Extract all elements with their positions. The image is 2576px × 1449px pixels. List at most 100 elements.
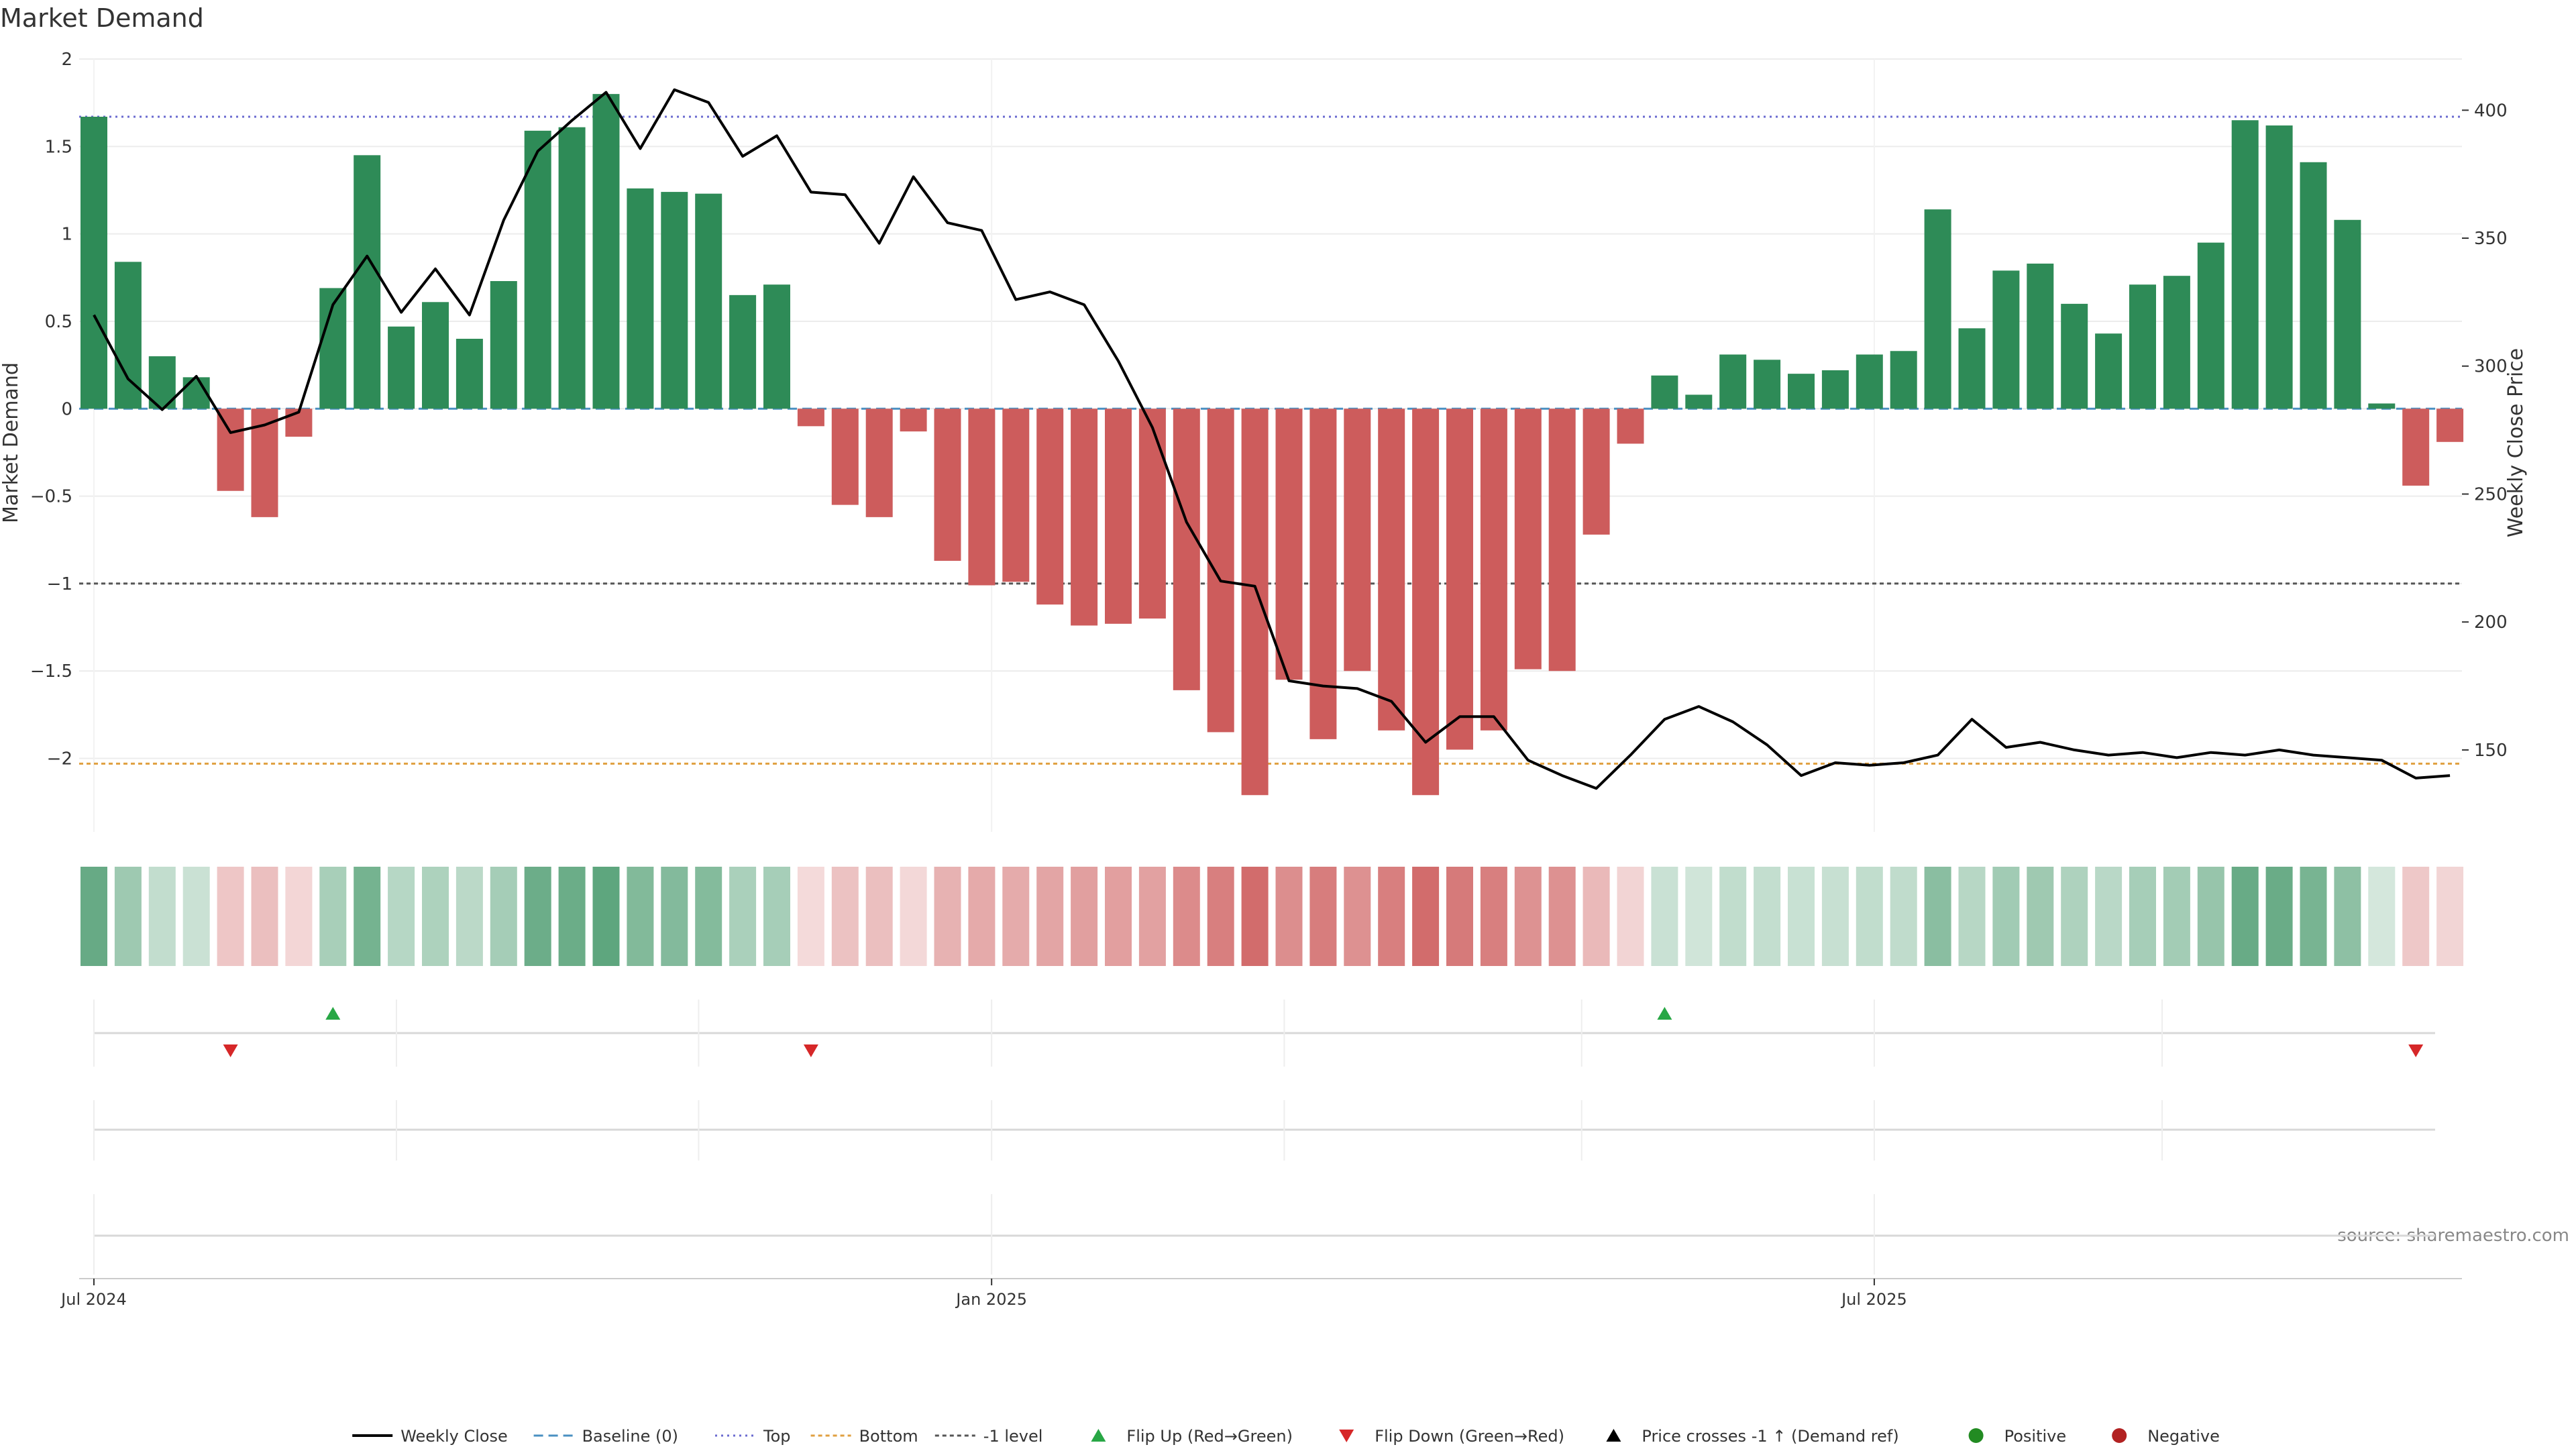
demand-bar <box>1344 409 1371 672</box>
heat-cell <box>1138 867 1166 966</box>
demand-bar <box>2300 162 2327 409</box>
demand-heat-strip <box>80 867 2464 966</box>
heat-cell <box>1651 867 1678 966</box>
y-tick-label: −1.5 <box>30 661 72 682</box>
heat-cell <box>1719 867 1747 966</box>
heat-cell <box>251 867 278 966</box>
flip-down-marker <box>803 1044 818 1057</box>
demand-bar <box>797 409 824 427</box>
legend-label: Bottom <box>859 1427 918 1446</box>
heat-cell <box>2402 867 2430 966</box>
heat-cell <box>2163 867 2190 966</box>
heat-cell <box>1924 867 1951 966</box>
heat-cell <box>831 867 859 966</box>
heat-cell <box>900 867 927 966</box>
demand-bar <box>2095 333 2123 409</box>
demand-bar <box>592 94 620 409</box>
y-ticks: 2 1.5 1 0.5 0 −0.5 −1 −1.5 −2 <box>30 50 72 769</box>
legend-label: Baseline (0) <box>582 1427 678 1446</box>
y2-ticks: 400 350 300 250 200 150 <box>2462 101 2508 761</box>
heat-cell <box>797 867 824 966</box>
y-tick-label: 2 <box>61 50 72 70</box>
demand-bar <box>1788 374 1815 409</box>
heat-cell <box>285 867 313 966</box>
heat-cell <box>354 867 381 966</box>
demand-bar <box>1002 409 1030 582</box>
grid <box>79 58 2462 832</box>
heat-cell <box>148 867 176 966</box>
y2-tick-label: 400 <box>2474 101 2508 121</box>
heat-cell <box>729 867 757 966</box>
heat-cell <box>1309 867 1337 966</box>
flip-up-marker <box>1657 1007 1672 1020</box>
heat-cell <box>1754 867 1781 966</box>
heat-cell <box>1821 867 1849 966</box>
heat-cell <box>1275 867 1303 966</box>
heat-cell <box>1958 867 1986 966</box>
demand-bar <box>558 127 586 409</box>
demand-bar <box>1548 409 1576 672</box>
y-tick-label: 1.5 <box>45 137 72 157</box>
heat-cell <box>2334 867 2361 966</box>
legend-swatch-flip-up <box>1091 1429 1106 1442</box>
y-tick-label: 1 <box>61 225 72 245</box>
demand-bar <box>1856 354 1883 409</box>
heat-cell <box>1856 867 1883 966</box>
demand-bar <box>1480 409 1507 731</box>
demand-bar <box>2129 284 2156 409</box>
y-tick-label: 0 <box>61 399 72 419</box>
demand-bar <box>1412 409 1440 796</box>
weekly-close-polyline <box>93 88 2451 790</box>
heat-cell <box>1446 867 1473 966</box>
demand-bar <box>2197 242 2224 409</box>
heat-cell <box>182 867 210 966</box>
demand-bar <box>900 409 927 432</box>
heat-cell <box>1582 867 1610 966</box>
legend: Weekly Close Baseline (0) Top Bottom -1 leve… <box>352 1427 2220 1446</box>
heat-cell <box>695 867 722 966</box>
demand-bar <box>2368 403 2396 409</box>
y2-tick-label: 250 <box>2474 484 2508 504</box>
demand-bar <box>2231 120 2259 409</box>
demand-bar <box>831 409 859 505</box>
heat-cell <box>865 867 893 966</box>
heat-cell <box>319 867 347 966</box>
demand-bar <box>1378 409 1405 731</box>
heat-cell <box>661 867 688 966</box>
demand-bars <box>80 94 2464 796</box>
demand-bar <box>695 193 722 409</box>
demand-bar <box>1071 409 1098 626</box>
heat-cell <box>1480 867 1507 966</box>
heat-cell <box>1241 867 1269 966</box>
demand-bar <box>1890 351 1917 409</box>
heat-cell <box>1036 867 1064 966</box>
heat-cell <box>2095 867 2123 966</box>
heat-cell <box>763 867 790 966</box>
heat-cell <box>455 867 483 966</box>
demand-bar <box>80 117 107 409</box>
demand-bar <box>661 192 688 409</box>
heat-cell <box>490 867 517 966</box>
demand-bar <box>1719 354 1747 409</box>
heat-cell <box>1514 867 1542 966</box>
demand-bar <box>1036 409 1064 605</box>
heat-cell <box>80 867 107 966</box>
x-tick-label: Jan 2025 <box>955 1290 1027 1309</box>
y2-tick-label: 200 <box>2474 612 2508 633</box>
heat-cell <box>2027 867 2054 966</box>
demand-bar <box>114 262 142 409</box>
demand-bar <box>1514 409 1542 669</box>
y-axis-label: Market Demand <box>0 362 23 523</box>
flip-down-marker <box>223 1044 238 1057</box>
heat-cell <box>1002 867 1030 966</box>
demand-bar <box>1275 409 1303 680</box>
demand-bar <box>1685 394 1713 409</box>
demand-bar <box>627 188 654 409</box>
y-tick-label: −0.5 <box>30 487 72 507</box>
demand-bar <box>1821 370 1849 409</box>
demand-bar <box>455 339 483 409</box>
heat-cell <box>592 867 620 966</box>
demand-bar <box>1617 409 1644 444</box>
demand-bar <box>2163 276 2190 409</box>
legend-swatch-positive <box>1968 1428 1984 1443</box>
